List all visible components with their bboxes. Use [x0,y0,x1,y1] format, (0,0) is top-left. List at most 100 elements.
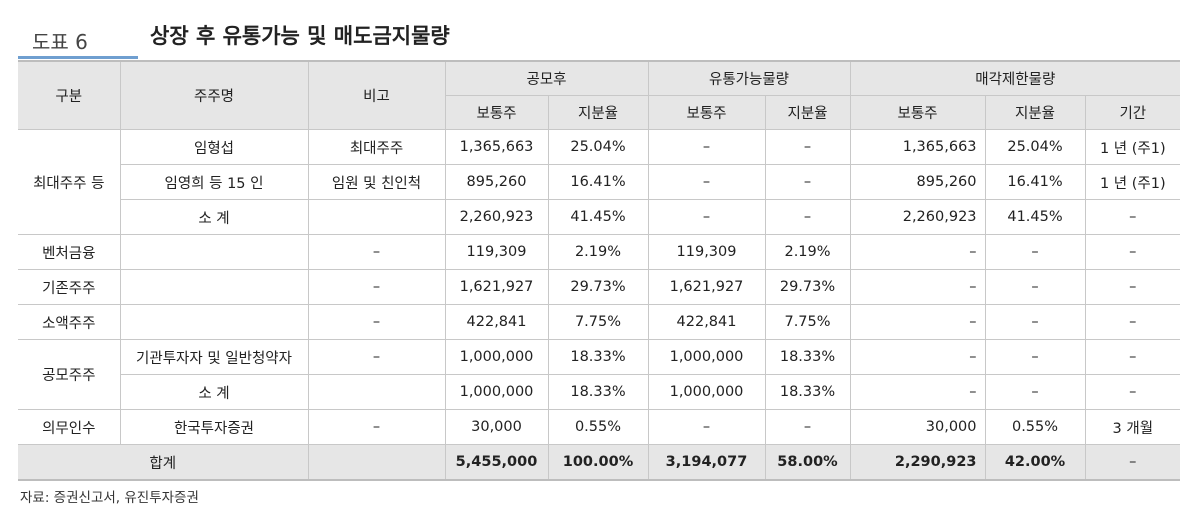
header-ratio: 지분율 [764,95,851,130]
header-common: 보통주 [647,95,766,130]
cell-holder: 소 계 [120,374,309,410]
cell-r-c: – [849,269,986,305]
header-period: 기간 [1084,95,1181,130]
table-row: 최대주주 등 임형섭 최대주주 1,365,663 25.04% – –1,365,663 2… [18,129,1181,235]
cell-r-r: – [984,304,1086,340]
figure-header: 도표 6 상장 후 유통가능 및 매도금지물량 [18,16,1198,60]
cell-t-c: – [647,409,766,445]
cell-category: 소액주주 [18,304,121,340]
cell-holder: 소 계 [120,199,309,235]
cell-r-c: – [849,339,986,375]
cell-r-p: – [1084,339,1181,375]
table-row: 소 계 1,000,000 18.33% 1,000,000 18.33% – – – [18,374,1181,410]
cell-category: 공모주주 [18,339,121,410]
cell-holder [119,269,309,305]
cell-r-c: – [849,304,986,340]
cell-r-c: – [849,374,986,410]
cell-holder: 한국투자증권 [119,409,309,445]
cell-a-r: 29.73% [547,269,649,305]
cell-note: – [307,409,446,445]
cell-a-r: 18.33% [547,374,649,410]
cell-a-c: 1,000,000 [444,339,549,375]
table-row: 의무인수 한국투자증권 –30,000 0.55% – –30,000 0.55% 3 개월 [18,409,1181,445]
header-category: 구분 [18,60,121,130]
cell-t-r: – [764,409,851,445]
figure-title: 상장 후 유통가능 및 매도금지물량 [150,24,450,48]
cell-r-c: – [849,234,986,270]
header-after-ipo: 공모후 [444,60,649,96]
cell-r-p: – [1084,199,1181,235]
total-t-r: 58.00% [764,444,851,481]
table-row: 기존주주 –1,621,927 29.73% 1,621,927 29.73% – – – [18,269,1181,305]
table-row: 벤처금융 –119,309 2.19% 119,309 2.19% – – – [18,234,1181,270]
cell-holder [119,304,309,340]
cell-r-p: – [1084,234,1181,270]
cell-r-c: 2,260,923 [849,199,986,235]
cell-a-c: 1,621,927 [444,269,549,305]
label-underline [18,56,138,59]
cell-note: – [307,304,446,340]
table-row: 임영희 등 15 인 임원 및 친인척 895,260 16.41% – –895,260… [18,164,1181,200]
total-a-c: 5,455,000 [444,444,549,481]
header-common: 보통주 [849,95,986,130]
cell-r-r: 41.45% [984,199,1086,235]
cell-r-p: 1 년 (주1) [1084,129,1181,165]
cell-t-c: – [647,199,766,235]
header-holder: 주주명 [119,60,309,130]
table-row: 공모주주 기관투자자 및 일반청약자 –1,000,000 18.33% 1,000,0… [18,339,1181,410]
total-a-r: 100.00% [547,444,649,481]
cell-r-r: – [984,269,1086,305]
cell-t-c: 1,000,000 [647,339,766,375]
cell-r-p: 1 년 (주1) [1084,164,1181,200]
header-tradable: 유통가능물량 [647,60,851,96]
cell-holder [119,234,309,270]
header-ratio: 지분율 [984,95,1086,130]
table-row: 소액주주 –422,841 7.75% 422,841 7.75% – – – [18,304,1181,340]
cell-t-r: 29.73% [764,269,851,305]
cell-r-r: – [984,374,1086,410]
cell-t-r: 2.19% [764,234,851,270]
cell-note [307,444,446,481]
cell-t-c: 119,309 [647,234,766,270]
cell-r-r: – [984,339,1086,375]
cell-t-r: – [764,199,851,235]
cell-a-c: 1,365,663 [444,129,549,165]
header-common: 보통주 [445,95,549,130]
header-ratio: 지분율 [547,95,649,130]
table-row: 소 계 2,260,923 41.45% – –2,260,923 41.45% – [18,199,1181,235]
cell-t-c: – [647,129,766,165]
cell-category: 벤처금융 [18,234,121,270]
cell-t-r: – [764,129,851,165]
cell-a-c: 895,260 [444,164,549,200]
figure-label: 도표 6 [32,30,88,54]
cell-r-c: 1,365,663 [849,129,986,165]
cell-category: 의무인수 [18,409,121,445]
cell-note: – [307,339,446,375]
cell-r-r: 16.41% [984,164,1086,200]
cell-note [307,374,446,410]
cell-a-r: 41.45% [547,199,649,235]
cell-category: 기존주주 [18,269,121,305]
cell-note: – [307,269,446,305]
share-lockup-table: 구분 주주명 비고 공모후 유통가능물량 매각제한물량 보통주 지분율 보통주 … [18,60,1181,481]
header-note: 비고 [307,60,446,130]
cell-a-c: 30,000 [444,409,549,445]
cell-a-r: 16.41% [547,164,649,200]
cell-a-c: 2,260,923 [444,199,549,235]
cell-a-r: 7.75% [547,304,649,340]
cell-a-c: 119,309 [444,234,549,270]
cell-r-p: – [1084,374,1181,410]
source-note: 자료: 증권신고서, 유진투자증권 [20,490,199,506]
total-t-c: 3,194,077 [647,444,766,481]
cell-a-r: 0.55% [547,409,649,445]
total-r-c: 2,290,923 [849,444,986,481]
total-row: 합계 5,455,000 100.00% 3,194,077 58.00% 2,290,9… [18,444,1181,481]
cell-holder: 임영희 등 15 인 [120,164,309,200]
cell-r-p: – [1084,304,1181,340]
cell-r-p: 3 개월 [1084,409,1181,445]
cell-holder: 임형섭 [119,129,309,165]
total-label: 합계 [18,444,309,481]
cell-r-r: – [984,234,1086,270]
cell-t-c: 422,841 [647,304,766,340]
cell-a-r: 2.19% [547,234,649,270]
